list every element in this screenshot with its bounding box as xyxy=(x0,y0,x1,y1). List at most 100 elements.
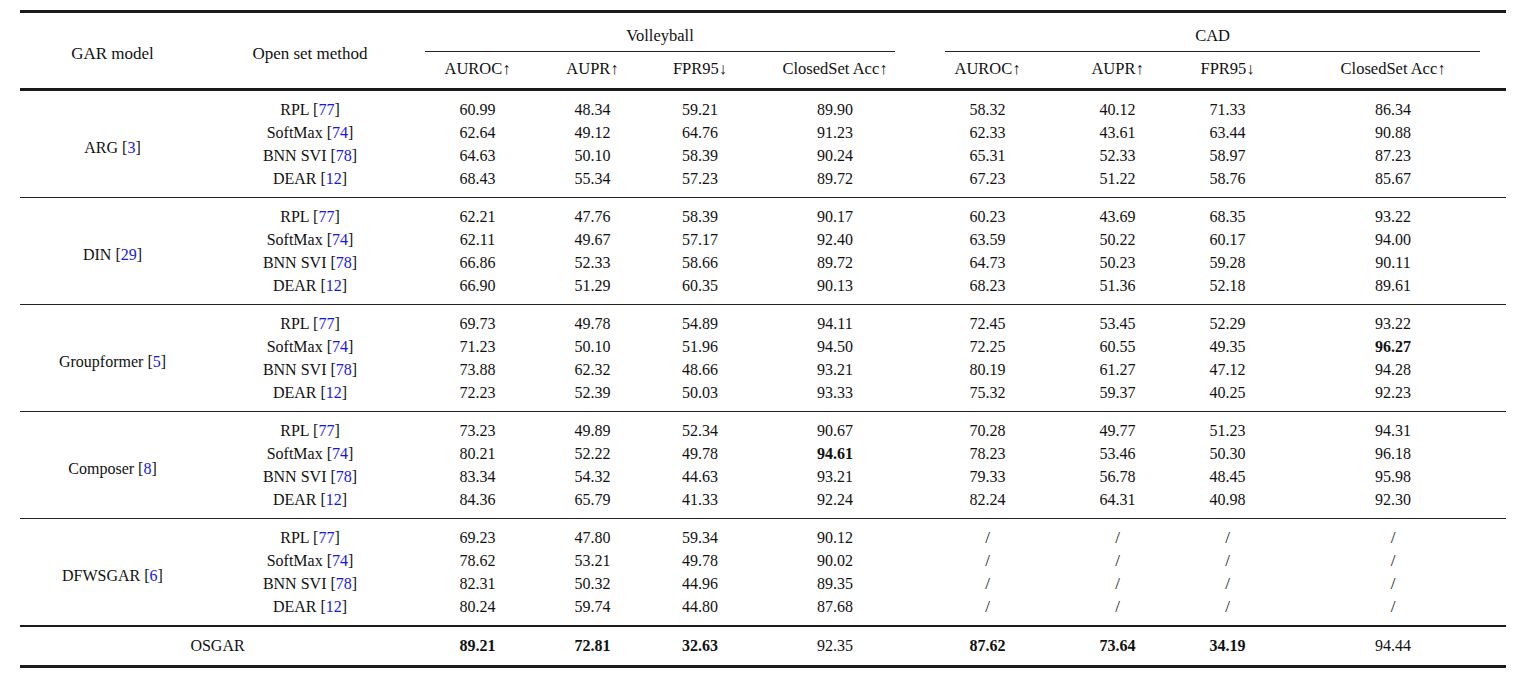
open-set-method-citation-link[interactable]: 74 xyxy=(332,124,348,141)
open-set-method-label: BNN SVI xyxy=(263,361,327,378)
cad-metric-value-cell: / xyxy=(1060,519,1175,550)
open-set-method-citation-link[interactable]: 78 xyxy=(336,254,352,271)
cad-metric-value-cell: 96.18 xyxy=(1280,442,1506,465)
cad-metric-value-cell: / xyxy=(1280,572,1506,595)
open-set-method-label: BNN SVI xyxy=(263,254,327,271)
volleyball-metric-value-cell: 87.68 xyxy=(755,595,915,626)
bracket-close: ] xyxy=(352,575,357,592)
volleyball-metric-value-cell: 59.21 xyxy=(645,90,755,122)
cad-metric-value-cell: 59.28 xyxy=(1175,251,1280,274)
col-header-vb-closedset-acc: ClosedSet Acc↑ xyxy=(755,52,915,90)
cad-metric-value-cell: 60.17 xyxy=(1175,228,1280,251)
cad-metric-value-cell: / xyxy=(1280,595,1506,626)
volleyball-metric-value-cell: 49.67 xyxy=(540,228,645,251)
volleyball-metric-value-cell: 44.63 xyxy=(645,465,755,488)
bracket-close: ] xyxy=(342,491,347,508)
open-set-method-citation-link[interactable]: 78 xyxy=(336,468,352,485)
gar-model-label: DFWSGAR xyxy=(62,567,140,584)
cad-metric-value-cell: 51.22 xyxy=(1060,167,1175,198)
open-set-method-citation-link[interactable]: 74 xyxy=(332,338,348,355)
open-set-method-citation-link[interactable]: 77 xyxy=(318,208,334,225)
cad-metric-value-cell: 51.23 xyxy=(1175,412,1280,443)
cad-metric-value-cell: 50.22 xyxy=(1060,228,1175,251)
osgar-cad-aupr: 73.64 xyxy=(1060,626,1175,667)
volleyball-metric-value-cell: 93.21 xyxy=(755,465,915,488)
volleyball-metric-value-cell: 80.24 xyxy=(415,595,540,626)
volleyball-metric-value-cell: 52.22 xyxy=(540,442,645,465)
open-set-method-citation-link[interactable]: 77 xyxy=(318,315,334,332)
open-set-method-label: RPL xyxy=(280,422,309,439)
open-set-method-citation-link[interactable]: 12 xyxy=(326,491,342,508)
cad-metric-value-cell: 79.33 xyxy=(915,465,1060,488)
osgar-vb-auroc: 89.21 xyxy=(415,626,540,667)
bracket-close: ] xyxy=(352,361,357,378)
open-set-method-citation-link[interactable]: 74 xyxy=(332,231,348,248)
open-set-method-citation-link[interactable]: 77 xyxy=(318,529,334,546)
volleyball-metric-value-cell: 58.39 xyxy=(645,144,755,167)
open-set-method-citation-link[interactable]: 78 xyxy=(336,147,352,164)
osgar-label: OSGAR xyxy=(20,626,415,667)
open-set-method-citation-link[interactable]: 12 xyxy=(326,384,342,401)
osgar-vb-fpr95: 32.63 xyxy=(645,626,755,667)
bracket-close: ] xyxy=(135,139,140,156)
volleyball-metric-value-cell: 66.86 xyxy=(415,251,540,274)
open-set-method-cell: RPL [77] xyxy=(205,90,415,122)
cad-metric-value-cell: 78.23 xyxy=(915,442,1060,465)
bracket-close: ] xyxy=(348,231,353,248)
volleyball-metric-value-cell: 90.17 xyxy=(755,198,915,229)
table-row: DEAR [12]80.2459.7444.8087.68//// xyxy=(20,595,1506,626)
cad-metric-value-cell: 82.24 xyxy=(915,488,1060,519)
table-row: BNN SVI [78]66.8652.3358.6689.7264.7350.… xyxy=(20,251,1506,274)
gar-model-citation-link[interactable]: 6 xyxy=(150,567,158,584)
cad-metric-value-cell: 70.28 xyxy=(915,412,1060,443)
col-header-cad-aupr: AUPR↑ xyxy=(1060,52,1175,90)
open-set-method-citation-link[interactable]: 12 xyxy=(326,170,342,187)
volleyball-metric-value-cell: 49.89 xyxy=(540,412,645,443)
cad-metric-value-cell: 59.37 xyxy=(1060,381,1175,412)
volleyball-metric-value-cell: 90.12 xyxy=(755,519,915,550)
open-set-method-citation-link[interactable]: 74 xyxy=(332,552,348,569)
osgar-cad-fpr95: 34.19 xyxy=(1175,626,1280,667)
open-set-method-citation-link[interactable]: 12 xyxy=(326,598,342,615)
col-header-vb-auroc: AUROC↑ xyxy=(415,52,540,90)
open-set-method-citation-link[interactable]: 77 xyxy=(318,422,334,439)
table-row: BNN SVI [78]73.8862.3248.6693.2180.1961.… xyxy=(20,358,1506,381)
cad-metric-value-cell: / xyxy=(1060,595,1175,626)
table-row: DEAR [12]66.9051.2960.3590.1368.2351.365… xyxy=(20,274,1506,305)
open-set-method-cell: DEAR [12] xyxy=(205,595,415,626)
volleyball-metric-value-cell: 93.21 xyxy=(755,358,915,381)
open-set-method-cell: BNN SVI [78] xyxy=(205,572,415,595)
volleyball-metric-value-cell: 55.34 xyxy=(540,167,645,198)
open-set-method-cell: DEAR [12] xyxy=(205,381,415,412)
group-header-cad: CAD xyxy=(915,12,1506,53)
bracket-close: ] xyxy=(151,460,156,477)
results-table: GAR model Open set method Volleyball CAD… xyxy=(20,10,1506,668)
open-set-method-cell: DEAR [12] xyxy=(205,167,415,198)
col-header-cad-auroc: AUROC↑ xyxy=(915,52,1060,90)
bracket-close: ] xyxy=(352,468,357,485)
gar-model-citation-link[interactable]: 5 xyxy=(153,353,161,370)
volleyball-metric-value-cell: 51.29 xyxy=(540,274,645,305)
cad-metric-value-cell: 68.35 xyxy=(1175,198,1280,229)
osgar-row: OSGAR 89.21 72.81 32.63 92.35 87.62 73.6… xyxy=(20,626,1506,667)
cad-metric-value-cell: 80.19 xyxy=(915,358,1060,381)
cad-metric-value-cell: 93.22 xyxy=(1280,198,1506,229)
open-set-method-citation-link[interactable]: 74 xyxy=(332,445,348,462)
open-set-method-citation-link[interactable]: 78 xyxy=(336,361,352,378)
table-row: BNN SVI [78]64.6350.1058.3990.2465.3152.… xyxy=(20,144,1506,167)
volleyball-metric-value-cell: 82.31 xyxy=(415,572,540,595)
cad-metric-value-cell: 40.98 xyxy=(1175,488,1280,519)
open-set-method-citation-link[interactable]: 78 xyxy=(336,575,352,592)
cad-metric-value-cell: 56.78 xyxy=(1060,465,1175,488)
gar-model-citation-link[interactable]: 29 xyxy=(121,246,137,263)
volleyball-metric-value-cell: 52.34 xyxy=(645,412,755,443)
volleyball-metric-value-cell: 92.40 xyxy=(755,228,915,251)
volleyball-metric-value-cell: 83.34 xyxy=(415,465,540,488)
open-set-method-citation-link[interactable]: 12 xyxy=(326,277,342,294)
gar-model-cell: ARG [3] xyxy=(20,90,205,198)
table-row: SoftMax [74]62.6449.1264.7691.2362.3343.… xyxy=(20,121,1506,144)
volleyball-metric-value-cell: 49.12 xyxy=(540,121,645,144)
table-row: DEAR [12]68.4355.3457.2389.7267.2351.225… xyxy=(20,167,1506,198)
cad-metric-value-cell: 85.67 xyxy=(1280,167,1506,198)
open-set-method-citation-link[interactable]: 77 xyxy=(318,101,334,118)
